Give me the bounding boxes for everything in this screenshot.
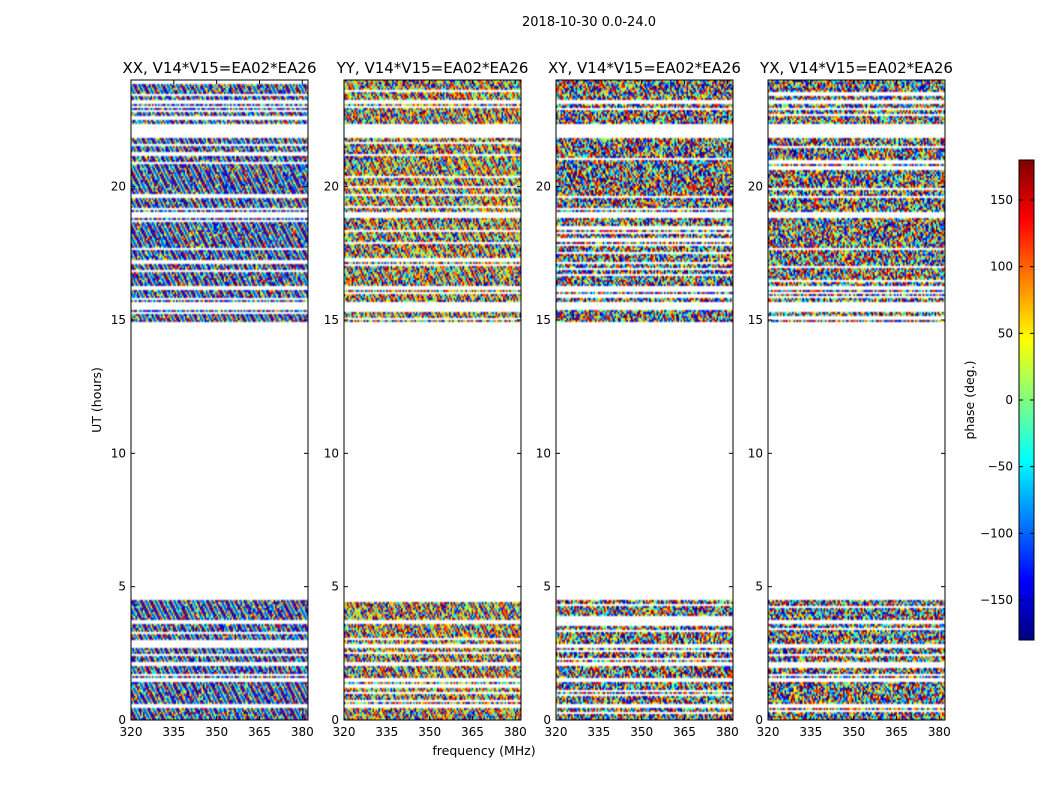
colorbar-label: phase (deg.) [962,361,977,440]
y-tick-label: 5 [543,580,551,594]
panel-3: XY, V14*V15=EA02*EA26 320 335 350 365 380 0 5 10… [536,59,741,739]
axes-frame [343,79,522,721]
phase-raster [556,80,733,720]
x-tick-label: 380 [291,725,314,739]
phase-raster [344,80,521,720]
axes-frame [555,79,734,721]
x-tick-label: 380 [504,725,527,739]
phase-raster [131,80,308,720]
panel-title: XY, V14*V15=EA02*EA26 [548,59,741,77]
colorbar-tick-label: −150 [980,593,1013,607]
y-tick-label: 5 [118,580,126,594]
x-tick-label: 350 [630,725,653,739]
panel-2: YY, V14*V15=EA02*EA26 320 335 350 365 380 0 5 10… [324,59,529,739]
y-tick-label: 10 [324,446,339,460]
colorbar-tick-label: 0 [1005,393,1013,407]
y-tick-label: 15 [748,313,763,327]
colorbar-tick-label: −50 [988,460,1013,474]
x-tick-label: 320 [545,725,568,739]
colorbar: 150 100 50 0 −50 −100 −150 [980,159,1035,641]
y-tick-label: 15 [324,313,339,327]
colorbar-gradient [1019,160,1034,640]
x-tick-label: 380 [928,725,951,739]
panel-1: XX, V14*V15=EA02*EA26 320 335 350 365 380 0 5 10… [111,59,317,739]
y-tick-label: 20 [748,180,763,194]
x-tick-label: 335 [375,725,398,739]
panel-title: YX, V14*V15=EA02*EA26 [759,59,953,77]
x-tick-label: 320 [333,725,356,739]
phase-raster [768,80,945,720]
y-tick-label: 0 [118,713,126,727]
x-tick-label: 365 [248,725,271,739]
colorbar-tick-label: 150 [990,193,1013,207]
y-tick-label: 5 [755,580,763,594]
y-tick-label: 20 [536,180,551,194]
x-tick-label: 350 [842,725,865,739]
y-tick-label: 5 [331,580,339,594]
y-axis-label: UT (hours) [89,367,104,433]
y-tick-label: 10 [748,446,763,460]
y-tick-label: 15 [536,313,551,327]
y-tick-label: 10 [111,446,126,460]
panel-4: YX, V14*V15=EA02*EA26 320 335 350 365 380 0 5 10… [748,59,953,739]
y-tick-label: 0 [331,713,339,727]
y-tick-label: 0 [543,713,551,727]
x-axis-label: frequency (MHz) [432,743,535,758]
x-tick-label: 335 [587,725,610,739]
x-tick-label: 365 [461,725,484,739]
y-tick-label: 15 [111,313,126,327]
panel-title: XX, V14*V15=EA02*EA26 [122,59,316,77]
x-tick-label: 380 [716,725,739,739]
x-tick-label: 335 [162,725,185,739]
y-tick-label: 0 [755,713,763,727]
figure-suptitle: 2018-10-30 0.0-24.0 [522,15,656,30]
x-tick-label: 350 [418,725,441,739]
axes-frame [130,79,309,721]
x-tick-label: 320 [120,725,143,739]
x-tick-label: 365 [885,725,908,739]
colorbar-tick-label: 100 [990,260,1013,274]
y-tick-label: 10 [536,446,551,460]
x-tick-label: 335 [799,725,822,739]
x-tick-label: 320 [757,725,780,739]
y-tick-label: 20 [111,180,126,194]
x-tick-label: 350 [205,725,228,739]
colorbar-tick-label: 50 [998,326,1013,340]
y-tick-label: 20 [324,180,339,194]
panels-group: XX, V14*V15=EA02*EA26 320 335 350 365 380 0 5 10… [111,59,953,739]
colorbar-tick-label: −100 [980,526,1013,540]
x-tick-label: 365 [673,725,696,739]
panel-title: YY, V14*V15=EA02*EA26 [336,59,529,77]
axes-frame [767,79,946,721]
